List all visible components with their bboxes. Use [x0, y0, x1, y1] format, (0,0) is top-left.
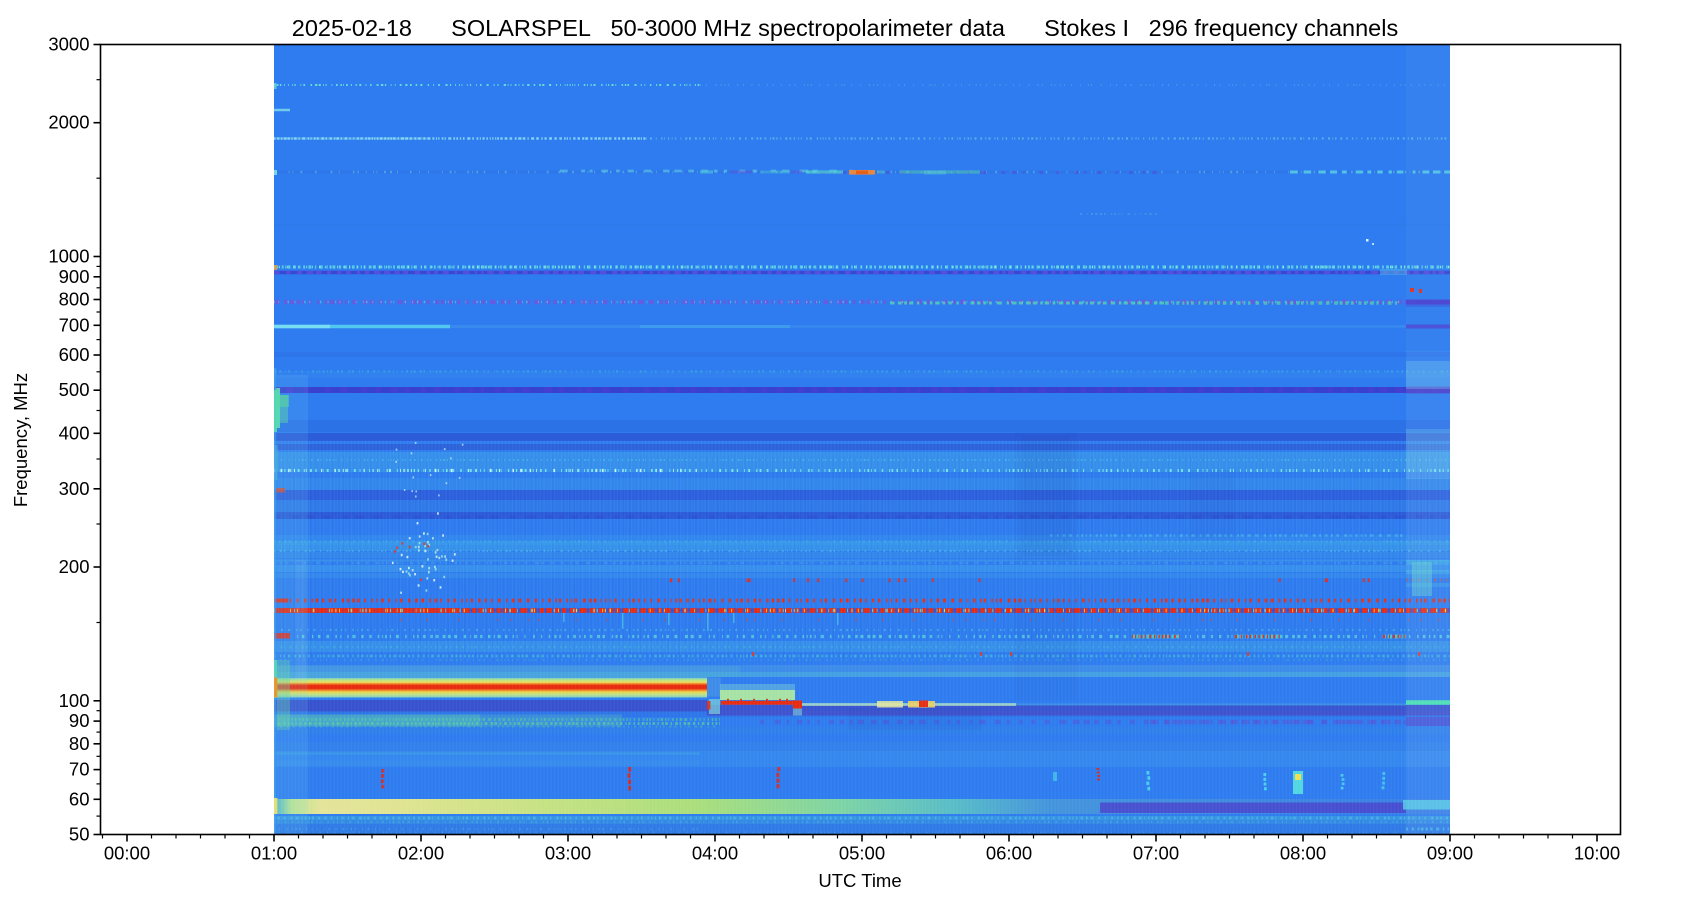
svg-text:UTC Time: UTC Time: [818, 870, 901, 891]
svg-text:50: 50: [69, 824, 90, 845]
svg-text:00:00: 00:00: [104, 843, 150, 864]
svg-text:08:00: 08:00: [1280, 843, 1326, 864]
svg-text:Frequency, MHz: Frequency, MHz: [10, 373, 31, 507]
svg-text:60: 60: [69, 788, 90, 809]
svg-text:3000: 3000: [48, 34, 89, 55]
svg-text:03:00: 03:00: [545, 843, 591, 864]
svg-text:06:00: 06:00: [986, 843, 1032, 864]
svg-text:300: 300: [59, 478, 90, 499]
svg-text:2000: 2000: [48, 112, 89, 133]
svg-text:05:00: 05:00: [839, 843, 885, 864]
svg-text:09:00: 09:00: [1427, 843, 1473, 864]
svg-text:90: 90: [69, 710, 90, 731]
svg-text:600: 600: [59, 344, 90, 365]
svg-text:80: 80: [69, 733, 90, 754]
svg-text:1000: 1000: [48, 246, 89, 267]
svg-text:07:00: 07:00: [1133, 843, 1179, 864]
svg-text:900: 900: [59, 266, 90, 287]
svg-text:04:00: 04:00: [692, 843, 738, 864]
svg-text:100: 100: [59, 690, 90, 711]
svg-text:70: 70: [69, 759, 90, 780]
svg-text:400: 400: [59, 422, 90, 443]
svg-text:2025-02-18 SOLARSPEL 50: 2025-02-18 SOLARSPEL 50-3000 MHz spectro…: [292, 15, 1398, 41]
svg-text:200: 200: [59, 556, 90, 577]
svg-text:02:00: 02:00: [398, 843, 444, 864]
svg-text:10:00: 10:00: [1574, 843, 1620, 864]
svg-text:700: 700: [59, 314, 90, 335]
svg-text:01:00: 01:00: [251, 843, 297, 864]
svg-text:800: 800: [59, 289, 90, 310]
svg-text:500: 500: [59, 379, 90, 400]
